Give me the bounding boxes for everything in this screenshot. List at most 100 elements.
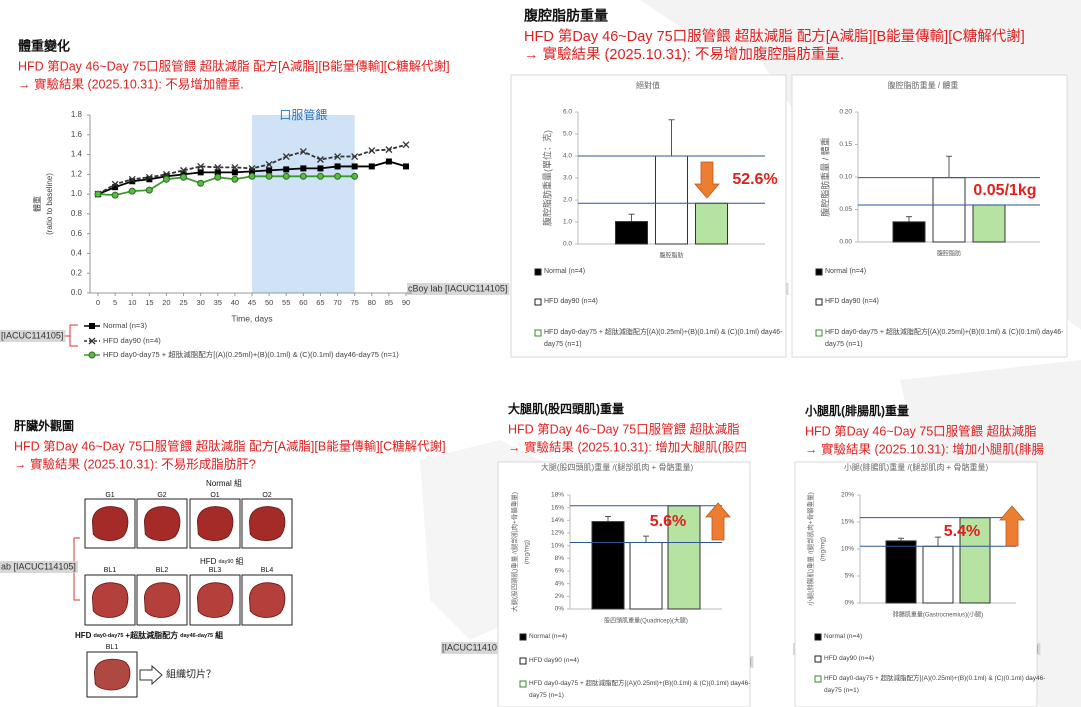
liver-image: [143, 582, 181, 618]
marker: [129, 178, 136, 185]
y-tick-label: 4.0: [563, 153, 572, 160]
marker: [368, 147, 376, 155]
liver: [91, 506, 129, 541]
y-tick-label: 2.0: [563, 197, 572, 204]
marker: [214, 169, 221, 176]
group-title-part: Normal 組: [206, 478, 242, 488]
marker: [197, 179, 205, 187]
section-line: → 實驗結果 (2025.10.31): 不易形成脂肪肝?: [14, 456, 256, 471]
marker: [112, 184, 119, 191]
y-tick-label: 5%: [845, 573, 855, 580]
highlight-label: 口服管餵: [279, 107, 327, 122]
group-title-part: day0-day75: [93, 633, 123, 639]
marker: [316, 172, 324, 180]
legend-swatch: [814, 675, 822, 683]
marker: [180, 166, 188, 174]
marker: [300, 165, 307, 172]
chart-panel: [791, 74, 1068, 358]
marker: [316, 156, 324, 163]
legend-label: HFD day90 (n=4): [529, 657, 580, 664]
annotation: 0.05/1kg: [973, 182, 1036, 199]
x-tick-label: 50: [265, 298, 273, 307]
marker: [197, 162, 205, 170]
legend-label: Normal (n=3): [103, 321, 147, 330]
y-tick-label: 16%: [551, 504, 564, 511]
marker: [111, 191, 119, 199]
liver: [143, 582, 181, 618]
marker: [283, 166, 290, 173]
section-title: 小腿肌(腓腸肌)重量: [805, 403, 909, 418]
liver-image: [91, 582, 129, 618]
y-tick-label: 0.20: [839, 109, 852, 116]
marker: [282, 172, 290, 180]
group-title-part: day46-day75: [180, 633, 213, 639]
legend-swatch: [814, 655, 822, 663]
bar: [972, 204, 1006, 243]
liver-label: G2: [157, 492, 166, 499]
bar: [932, 177, 966, 243]
marker: [248, 164, 256, 172]
liver: [196, 506, 234, 541]
x-tick-label: 80: [368, 298, 376, 307]
chart-title: 腹腔脂肪重量 / 體重: [888, 80, 959, 90]
x-tick-label: 60: [299, 298, 307, 307]
x-tick-label: 55: [282, 298, 290, 307]
bar: [695, 202, 728, 245]
marker: [351, 172, 359, 180]
marker: [248, 172, 256, 180]
y-tick-label: 1.2: [71, 169, 83, 178]
liver: [91, 582, 129, 618]
y-axis-label: 腹腔脂肪重量 / 體重: [819, 137, 830, 217]
highlight-band: [252, 115, 355, 293]
legend-label: HFD day0-day75 + 超肽減脂配方[(A)(0.25ml)+(B)(…: [825, 329, 1064, 348]
marker: [317, 165, 324, 172]
y-tick-label: 15%: [841, 519, 854, 526]
y-tick-label: 6%: [555, 568, 565, 575]
liver: [196, 582, 234, 618]
legend-swatch: [519, 633, 527, 641]
liver: [93, 658, 131, 691]
y-axis-label: 體重: [32, 196, 42, 212]
liver-image: [196, 506, 234, 541]
section-line: HFD 第Day 46~Day 75口服管餵 超肽減脂 配方[A減脂][B能量傳…: [524, 27, 1025, 45]
annotation: 5.6%: [650, 513, 686, 530]
legend-label: HFD day90 (n=4): [103, 336, 161, 345]
x-tick-label: 30: [196, 298, 204, 307]
error-bar: [605, 516, 611, 522]
x-tick-label: 20: [162, 298, 170, 307]
y-tick-label: 12%: [551, 530, 564, 537]
marker: [334, 163, 341, 170]
x-tick-label: 15: [145, 298, 153, 307]
section-title: 體重變化: [18, 38, 70, 53]
y-tick-label: 20%: [841, 492, 854, 499]
liver-label: G1: [105, 492, 114, 499]
marker: [88, 337, 96, 345]
x-tick-label: 65: [316, 298, 324, 307]
bar: [892, 221, 926, 243]
group-title-part: 組: [215, 630, 223, 640]
trend-arrow: [694, 161, 720, 199]
x-tick-label: 35: [214, 298, 222, 307]
legend-label: Normal (n=4): [529, 633, 568, 640]
y-axis-label: (mg/mg): [524, 540, 531, 564]
liver-label: BL1: [104, 567, 117, 574]
x-tick-label: 25: [179, 298, 187, 307]
y-axis-label: (ratio to baseline): [45, 173, 54, 235]
liver-image: [93, 658, 131, 691]
bar: [615, 221, 648, 245]
liver-image: [196, 582, 234, 618]
section-line: → 實驗結果 (2025.10.31): 不易增加腹腔脂肪重量.: [524, 45, 844, 63]
liver-image: [91, 506, 129, 541]
marker: [88, 351, 96, 359]
group-title: HFD day0-day75 +超肽減脂配方 day46-day75 組: [75, 630, 223, 640]
legend-label: HFD day0-day75 + 超肽減脂配方[(A)(0.25ml)+(B)(…: [544, 329, 783, 348]
marker: [94, 190, 102, 198]
section-title: 腹腔脂肪重量: [524, 8, 608, 24]
legend-swatch: [534, 268, 542, 276]
marker: [334, 153, 342, 160]
x-tick-label: 90: [402, 298, 410, 307]
chart-title: 絕對值: [636, 80, 660, 90]
y-tick-label: 0.10: [839, 174, 852, 181]
